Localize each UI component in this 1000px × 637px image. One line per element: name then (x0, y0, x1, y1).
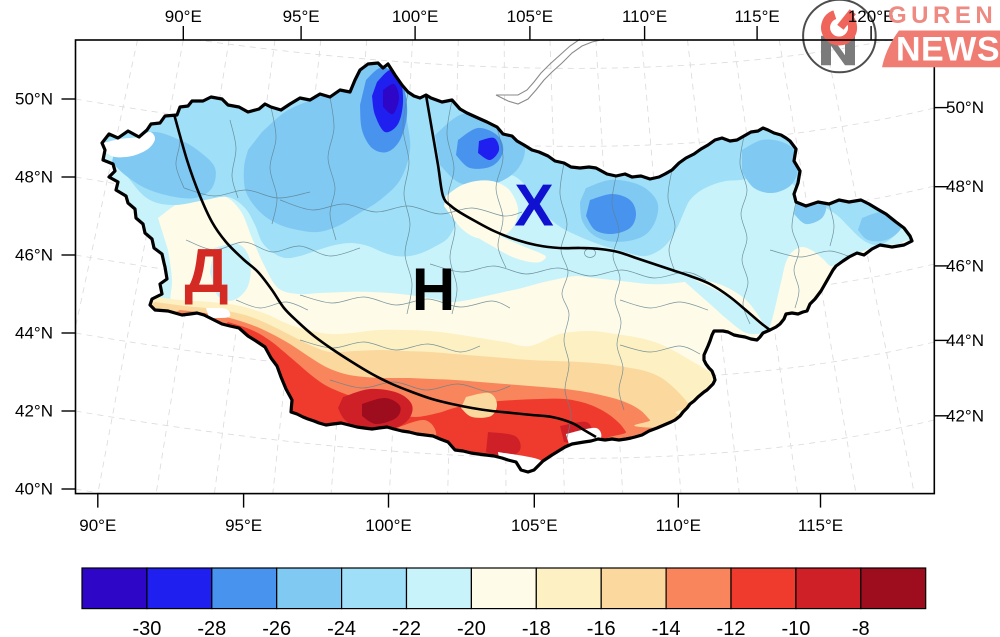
svg-text:100°E: 100°E (365, 516, 412, 535)
svg-text:-22: -22 (392, 618, 421, 637)
svg-text:50°N: 50°N (946, 98, 984, 117)
svg-text:42°N: 42°N (15, 402, 53, 421)
svg-text:105°E: 105°E (511, 516, 558, 535)
svg-text:Н: Н (412, 256, 455, 323)
svg-text:42°N: 42°N (946, 406, 984, 425)
svg-text:-20: -20 (457, 618, 486, 637)
svg-text:46°N: 46°N (946, 256, 984, 275)
svg-text:Х: Х (514, 172, 553, 238)
svg-text:110°E: 110°E (622, 7, 667, 26)
svg-text:NEWS: NEWS (896, 31, 1000, 69)
svg-text:46°N: 46°N (15, 246, 53, 265)
svg-text:-26: -26 (262, 618, 291, 637)
svg-text:110°E: 110°E (656, 516, 701, 535)
svg-text:48°N: 48°N (946, 177, 984, 196)
svg-text:95°E: 95°E (225, 516, 262, 535)
svg-text:-30: -30 (132, 618, 161, 637)
svg-text:115°E: 115°E (798, 516, 843, 535)
svg-text:Д: Д (184, 237, 228, 306)
svg-text:120°E: 120°E (848, 7, 895, 26)
svg-text:50°N: 50°N (15, 90, 53, 109)
svg-text:105°E: 105°E (507, 7, 554, 26)
svg-text:44°N: 44°N (15, 324, 53, 343)
svg-text:48°N: 48°N (15, 168, 53, 187)
svg-text:90°E: 90°E (79, 516, 116, 535)
svg-text:100°E: 100°E (392, 7, 439, 26)
svg-text:44°N: 44°N (946, 331, 984, 350)
svg-text:40°N: 40°N (15, 480, 53, 499)
svg-text:-16: -16 (587, 618, 616, 637)
svg-text:115°E: 115°E (734, 7, 779, 26)
svg-text:-28: -28 (197, 618, 226, 637)
svg-text:95°E: 95°E (283, 7, 320, 26)
svg-text:-24: -24 (327, 618, 356, 637)
svg-text:90°E: 90°E (165, 7, 202, 26)
svg-text:-8: -8 (852, 618, 870, 637)
svg-text:GUREN: GUREN (888, 2, 997, 29)
svg-text:-14: -14 (652, 618, 681, 637)
svg-text:-18: -18 (522, 618, 551, 637)
svg-text:-12: -12 (717, 618, 746, 637)
svg-text:-10: -10 (781, 618, 810, 637)
